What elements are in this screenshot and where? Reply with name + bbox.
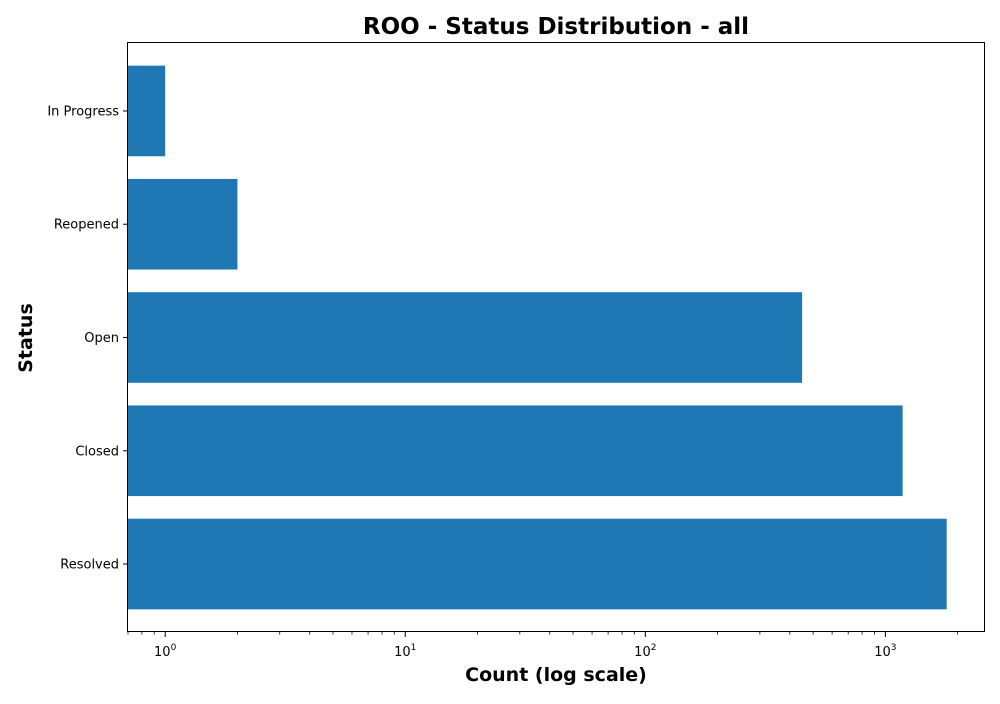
y-tick-label: In Progress (47, 104, 119, 119)
bar-resolved (128, 518, 947, 610)
y-tick-label: Resolved (60, 558, 119, 573)
bar-open (128, 292, 803, 383)
bar-closed (128, 405, 903, 497)
y-tick-label: Reopened (54, 218, 119, 233)
bars-layer (128, 65, 947, 610)
x-axis-title: Count (log scale) (465, 664, 647, 686)
chart-title: ROO - Status Distribution - all (363, 14, 749, 40)
x-tick-label: 100 (154, 643, 177, 660)
x-tick-label: 103 (874, 643, 896, 660)
x-tick-label: 101 (394, 643, 416, 660)
y-tick-label: Closed (75, 444, 119, 459)
x-tick-label: 102 (634, 643, 656, 660)
y-axis-title: Status (15, 303, 37, 373)
bar-reopened (128, 178, 238, 270)
y-tick-label: Open (84, 331, 119, 346)
y-axis-ticks: In Progress Reopened Open Closed Resolved (47, 104, 128, 573)
x-axis-ticks: 100 101 102 103 (127, 632, 959, 660)
plot-frame (127, 42, 985, 632)
bar-in-progress (128, 65, 166, 157)
